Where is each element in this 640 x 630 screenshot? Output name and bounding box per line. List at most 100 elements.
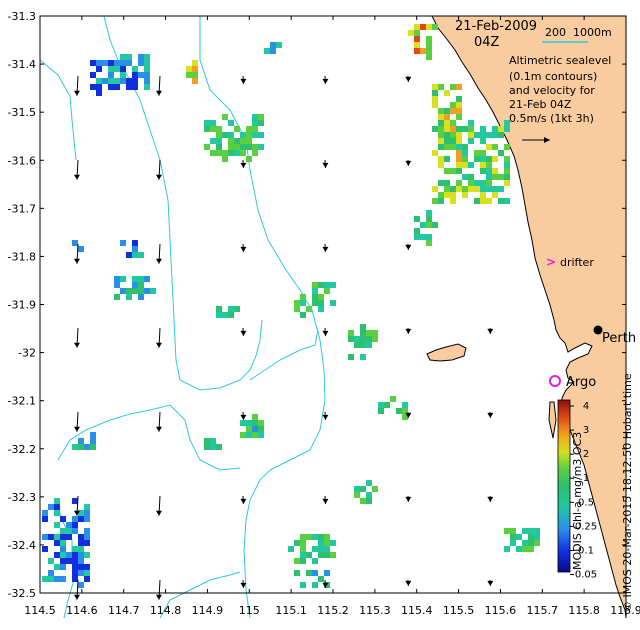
legend-line-3: and velocity for [509, 84, 595, 97]
chl-pixel [204, 444, 210, 450]
chl-pixel [222, 156, 228, 162]
chl-pixel [486, 198, 492, 204]
chl-pixel [354, 492, 360, 498]
chl-pixel [60, 558, 66, 564]
chl-pixel [210, 444, 216, 450]
chl-pixel [438, 156, 444, 162]
chl-pixel [258, 114, 264, 120]
chl-pixel [498, 198, 504, 204]
chl-pixel [252, 150, 258, 156]
chl-pixel [258, 132, 264, 138]
chl-pixel [456, 150, 462, 156]
chl-pixel [222, 312, 228, 318]
chl-pixel [462, 162, 468, 168]
chl-pixel [48, 504, 54, 510]
colorbar-tick-label: 1 [583, 473, 589, 484]
chl-pixel [438, 108, 444, 114]
chl-pixel [90, 444, 96, 450]
chl-pixel [324, 540, 330, 546]
velocity-arrowhead [240, 162, 247, 168]
chl-pixel [426, 222, 432, 228]
velocity-arrowhead [487, 412, 494, 418]
colorbar-tick-label: 0.5 [578, 497, 594, 508]
chl-pixel [114, 84, 120, 90]
chl-pixel [48, 576, 54, 582]
chl-pixel [432, 96, 438, 102]
chl-pixel [528, 534, 534, 540]
chl-pixel [150, 288, 156, 294]
chl-pixel [318, 540, 324, 546]
chl-pixel [480, 150, 486, 156]
chl-pixel [432, 222, 438, 228]
drifter-label: drifter [560, 256, 594, 269]
chl-pixel [252, 132, 258, 138]
chl-pixel [54, 564, 60, 570]
chl-pixel [330, 300, 336, 306]
chl-pixel [72, 552, 78, 558]
chl-pixel [480, 168, 486, 174]
chl-pixel [504, 174, 510, 180]
chl-pixel [504, 156, 510, 162]
velocity-arrowhead [73, 594, 80, 600]
chl-pixel [72, 558, 78, 564]
chl-pixel [366, 330, 372, 336]
chl-pixel [402, 408, 408, 414]
chl-pixel [468, 120, 474, 126]
chl-pixel [60, 552, 66, 558]
chl-pixel [480, 180, 486, 186]
velocity-arrowhead [73, 510, 80, 516]
colorbar-tick-label: 3 [583, 425, 589, 436]
chl-pixel [396, 408, 402, 414]
chl-pixel [306, 570, 312, 576]
chl-pixel [258, 420, 264, 426]
chl-pixel [72, 570, 78, 576]
velocity-arrows [73, 75, 494, 600]
chl-pixel [426, 234, 432, 240]
chl-pixel [498, 150, 504, 156]
chl-pixel [534, 540, 540, 546]
chl-pixel [294, 558, 300, 564]
y-tick-label: -32.4 [8, 539, 36, 552]
chl-pixel [60, 546, 66, 552]
chl-pixel [462, 150, 468, 156]
chl-pixel [450, 108, 456, 114]
axis-ticks: 114.5 114.6 114.7 114.8 114.9 115 115.1 115.2 11… [8, 10, 640, 617]
chl-pixel [138, 252, 144, 258]
chl-pixel [72, 528, 78, 534]
chl-pixel [210, 126, 216, 132]
chl-pixel [498, 174, 504, 180]
chl-pixel [78, 444, 84, 450]
chl-pixel [318, 294, 324, 300]
chl-pixel [444, 108, 450, 114]
velocity-arrowhead [73, 90, 80, 96]
chl-pixel [204, 144, 210, 150]
chl-pixel [126, 60, 132, 66]
chl-pixel [132, 240, 138, 246]
chl-pixel [450, 102, 456, 108]
chl-pixel [186, 72, 192, 78]
chl-pixel [60, 528, 66, 534]
chl-pixel [210, 438, 216, 444]
chl-pixel [66, 552, 72, 558]
chl-pixel [138, 60, 144, 66]
velocity-arrowhead [240, 246, 247, 252]
chl-pixel [450, 120, 456, 126]
chl-pixel [138, 294, 144, 300]
chl-pixel [450, 138, 456, 144]
chl-pixel [294, 540, 300, 546]
chl-pixel [186, 66, 192, 72]
chl-pixel [384, 402, 390, 408]
chl-pixel [78, 510, 84, 516]
garden-island [548, 401, 557, 439]
chl-pixel [300, 558, 306, 564]
chl-pixel [426, 210, 432, 216]
scale-right-label: 1000m [573, 26, 612, 39]
chl-pixel [114, 60, 120, 66]
chl-pixel [456, 132, 462, 138]
chl-pixel [432, 84, 438, 90]
date-label: 21-Feb-2009 [455, 19, 537, 34]
chl-pixel [408, 30, 414, 36]
chl-pixel [144, 276, 150, 282]
chl-pixel [432, 126, 438, 132]
chl-pixel [96, 60, 102, 66]
